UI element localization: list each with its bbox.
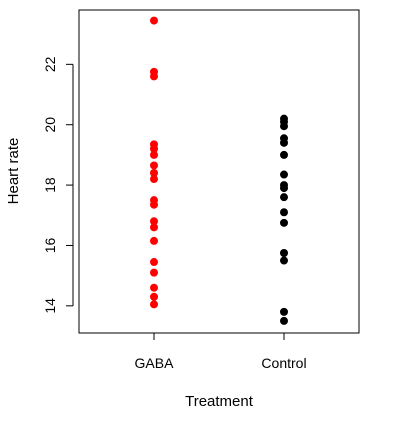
- y-tick-label: 14: [42, 298, 58, 314]
- data-point: [280, 218, 288, 227]
- data-point: [150, 169, 158, 178]
- data-point: [280, 307, 288, 316]
- data-point: [150, 161, 158, 170]
- data-point: [280, 256, 288, 265]
- data-point: [280, 150, 288, 159]
- x-tick-label: GABA: [135, 355, 175, 371]
- y-axis-title: Heart rate: [5, 138, 22, 205]
- data-point: [150, 223, 158, 232]
- x-tick-label: Control: [261, 355, 306, 371]
- x-axis: GABA Control: [135, 332, 307, 371]
- data-point: [280, 193, 288, 202]
- data-point: [150, 292, 158, 301]
- data-point: [280, 122, 288, 131]
- data-point: [150, 144, 158, 153]
- data-point: [150, 150, 158, 159]
- y-tick-label: 16: [42, 237, 58, 253]
- data-points: [150, 16, 288, 325]
- y-tick-label: 22: [42, 56, 58, 72]
- data-point: [280, 316, 288, 325]
- data-point: [280, 170, 288, 179]
- data-point: [150, 258, 158, 267]
- data-point: [150, 236, 158, 245]
- data-point: [280, 184, 288, 193]
- data-point: [150, 200, 158, 209]
- data-point: [280, 208, 288, 217]
- y-tick-label: 20: [42, 117, 58, 133]
- y-axis: 14 16 18 20 22: [42, 56, 74, 314]
- data-point: [150, 72, 158, 81]
- data-point: [150, 283, 158, 292]
- data-point: [150, 217, 158, 226]
- data-point: [150, 16, 158, 25]
- data-point: [280, 249, 288, 258]
- data-point: [280, 138, 288, 147]
- x-axis-title: Treatment: [185, 393, 254, 410]
- plot-box: [78, 9, 360, 334]
- y-tick-label: 18: [42, 177, 58, 193]
- data-point: [150, 300, 158, 309]
- data-point: [150, 175, 158, 184]
- data-point: [150, 268, 158, 277]
